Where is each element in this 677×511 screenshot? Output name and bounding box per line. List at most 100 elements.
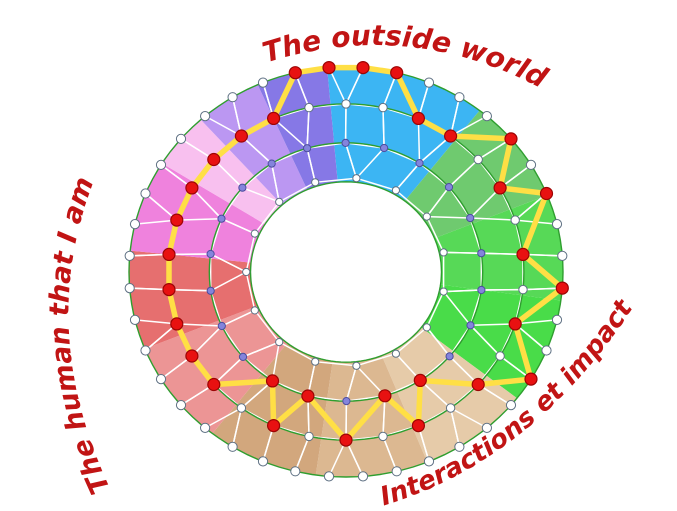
node-purple	[238, 352, 248, 361]
mesh-line	[449, 115, 488, 137]
node-white	[341, 99, 351, 109]
mesh-line	[134, 319, 178, 325]
mesh-line	[134, 219, 178, 225]
node-red	[162, 247, 176, 261]
node-white	[304, 431, 314, 442]
mesh-line	[426, 215, 471, 219]
node-purple	[341, 138, 350, 147]
node-red	[207, 377, 221, 392]
node-white	[124, 250, 135, 261]
mesh-line	[241, 186, 280, 203]
node-red	[162, 283, 176, 297]
node-purple	[267, 159, 276, 168]
node-red	[524, 372, 538, 386]
node-purple	[466, 213, 475, 223]
node-red	[267, 419, 281, 433]
node-white	[439, 287, 448, 296]
label-human-that-i-am-text: The human that I am	[44, 173, 116, 499]
mesh-line	[395, 162, 421, 192]
node-red	[378, 389, 392, 403]
mesh-line	[469, 187, 501, 219]
mesh-line	[469, 324, 501, 357]
mesh-line	[213, 356, 244, 386]
mesh-line	[418, 135, 452, 164]
nodes	[124, 60, 569, 482]
node-white	[275, 338, 284, 347]
mesh-line	[242, 341, 280, 358]
mesh-line	[345, 66, 364, 105]
node-white	[200, 422, 211, 433]
mesh-line	[204, 407, 243, 429]
mesh-line	[306, 147, 316, 184]
node-white	[200, 111, 211, 122]
node-white	[495, 351, 505, 361]
node-white	[124, 283, 135, 294]
node-red	[267, 111, 281, 126]
node-red	[411, 419, 425, 433]
node-white	[422, 323, 431, 332]
node-red	[516, 247, 530, 261]
sector-sky-blue	[327, 67, 480, 201]
node-red	[170, 213, 184, 227]
mesh-line	[294, 435, 310, 473]
mesh-line	[328, 439, 347, 478]
mesh-line	[328, 66, 347, 105]
node-red	[555, 281, 569, 295]
mesh-line	[144, 192, 178, 221]
mesh-line	[345, 365, 358, 402]
node-red	[322, 60, 336, 75]
mesh-line	[220, 217, 256, 235]
node-white	[129, 314, 141, 325]
node-white	[518, 284, 528, 295]
node-white	[352, 174, 361, 183]
node-white	[391, 466, 402, 477]
node-white	[257, 77, 269, 88]
node-purple	[477, 249, 486, 258]
node-white	[391, 349, 400, 358]
ring-outline	[128, 66, 564, 478]
node-white	[311, 357, 320, 366]
mesh-line	[417, 117, 421, 164]
node-purple	[445, 352, 454, 361]
mesh-line	[209, 271, 247, 292]
node-white	[422, 212, 431, 221]
mesh-line	[345, 439, 364, 478]
mesh-line	[514, 192, 548, 221]
node-red	[411, 111, 425, 126]
mesh-line	[168, 288, 212, 292]
node-red	[207, 152, 221, 167]
node-white	[481, 422, 492, 433]
node-white	[525, 159, 537, 170]
ring-outline	[208, 142, 484, 402]
node-white	[352, 361, 361, 370]
node-white	[378, 431, 388, 442]
node-red	[339, 433, 353, 447]
mesh-line	[382, 395, 386, 438]
node-purple	[380, 143, 389, 153]
node-red	[185, 349, 199, 363]
mesh-line	[231, 96, 243, 137]
node-white	[551, 219, 563, 230]
mesh-line	[514, 323, 548, 352]
mesh-line	[344, 142, 358, 179]
node-white	[445, 403, 456, 413]
mesh-line	[213, 158, 244, 189]
mesh-line	[307, 395, 310, 438]
node-purple	[217, 321, 226, 331]
node-white	[510, 215, 520, 225]
sector-red-rose	[129, 250, 258, 349]
node-white	[275, 197, 284, 206]
node-white	[423, 456, 435, 467]
node-red	[508, 317, 522, 331]
node-purple	[303, 144, 312, 153]
mesh-line	[355, 365, 386, 397]
node-purple	[206, 249, 215, 259]
mesh-line	[221, 309, 256, 327]
node-red	[185, 181, 199, 195]
node-red	[493, 181, 507, 195]
mesh-line	[209, 253, 247, 273]
mesh-line	[426, 186, 450, 218]
node-white	[250, 306, 259, 315]
node-white	[439, 248, 448, 257]
node-white	[129, 219, 141, 230]
